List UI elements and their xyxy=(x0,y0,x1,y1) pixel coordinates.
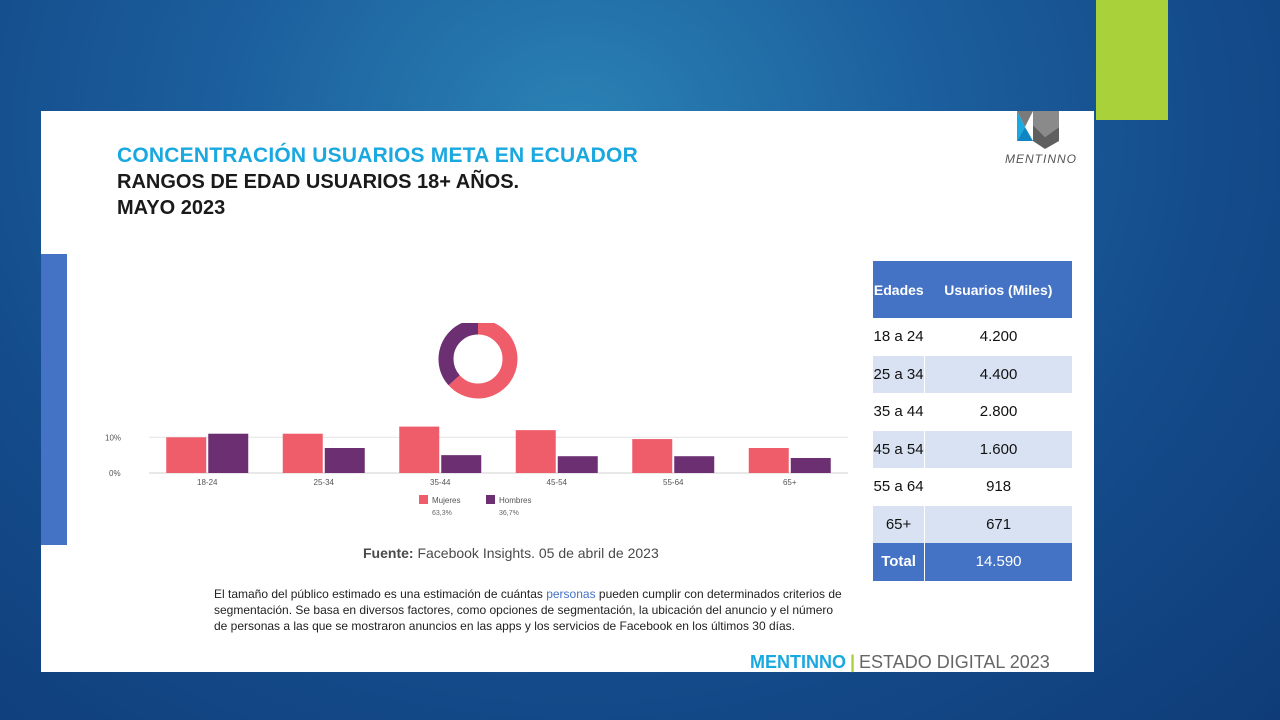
bar-hombres xyxy=(208,433,249,473)
bar-mujeres xyxy=(166,437,207,473)
header-edades: Edades xyxy=(873,261,925,318)
ytick-label: 10% xyxy=(105,433,121,442)
xtick-label: 25-34 xyxy=(314,478,335,487)
table-row: 45 a 54 1.600 xyxy=(873,430,1072,468)
description-part2: pueden cumplir con determinados criterio… xyxy=(214,587,842,633)
description-part1: El tamaño del público estimado es una es… xyxy=(214,587,547,601)
footer-brand-name: MENTINNO xyxy=(750,652,846,672)
logo-wordmark: MENTINNO xyxy=(1005,152,1077,166)
slide-date: MAYO 2023 xyxy=(117,197,226,219)
table-row: 35 a 44 2.800 xyxy=(873,393,1072,431)
legend-swatch-hombres xyxy=(486,495,495,504)
header-usuarios: Usuarios (Miles) xyxy=(924,261,1072,318)
footer-separator: | xyxy=(850,652,856,672)
age-cell: 35 a 44 xyxy=(873,393,926,431)
total-value: 14.590 xyxy=(924,543,1072,581)
age-gender-chart: 10% 0% 18-24 25-34 35-44 45-54 55-64 65+ Mujeres… xyxy=(105,323,848,517)
xtick-label: 55-64 xyxy=(663,478,684,487)
slide-title: CONCENTRACIÓN USUARIOS META EN ECUADOR xyxy=(117,144,638,167)
mentinno-logo-icon xyxy=(1017,111,1059,149)
age-cell: 18 a 24 xyxy=(873,318,926,356)
footer-title: ESTADO DIGITAL 2023 xyxy=(859,652,1050,672)
table-row: 55 a 64 918 xyxy=(873,468,1072,506)
left-accent-bar xyxy=(41,254,67,545)
table-row: 18 a 24 4.200 xyxy=(873,318,1072,356)
source-text: Facebook Insights. 05 de abril de 2023 xyxy=(413,545,659,561)
users-table: Edades Usuarios (Miles) 18 a 24 4.200 25 … xyxy=(873,261,1072,581)
age-cell: 55 a 64 xyxy=(873,468,926,506)
xtick-label: 45-54 xyxy=(547,478,568,487)
description-text: El tamaño del público estimado es una es… xyxy=(214,586,844,634)
source-note: Fuente: Facebook Insights. 05 de abril d… xyxy=(363,545,659,561)
users-cell: 4.200 xyxy=(979,328,1018,346)
accent-tab xyxy=(1096,0,1168,120)
slide-subtitle: RANGOS DE EDAD USUARIOS 18+ AÑOS. xyxy=(117,171,520,193)
users-cell: 918 xyxy=(986,478,1012,496)
bar-hombres xyxy=(557,456,598,473)
donut-slice-hombres xyxy=(438,323,518,399)
age-cell: 65+ xyxy=(873,505,926,543)
description-link[interactable]: personas xyxy=(546,587,596,601)
legend-percent: 63,3% xyxy=(432,510,452,517)
age-cell: 25 a 34 xyxy=(873,355,926,393)
bar-hombres xyxy=(324,448,365,473)
legend-label: Hombres xyxy=(499,496,531,505)
table-row: 25 a 34 4.400 xyxy=(873,355,1072,393)
legend-percent: 36,7% xyxy=(499,510,519,517)
bar-hombres xyxy=(790,458,831,473)
bar-hombres xyxy=(674,456,715,473)
total-label: Total xyxy=(873,543,926,581)
bar-mujeres xyxy=(282,433,323,473)
bar-mujeres xyxy=(632,439,673,473)
xtick-label: 35-44 xyxy=(430,478,451,487)
users-cell: 1.600 xyxy=(924,430,1072,468)
ytick-label: 0% xyxy=(109,469,121,478)
xtick-label: 65+ xyxy=(783,478,797,487)
bar-mujeres xyxy=(515,430,556,473)
table-total-row: Total 14.590 xyxy=(873,543,1072,581)
footer-brand: MENTINNO | ESTADO DIGITAL 2023 xyxy=(750,652,1050,673)
bar-mujeres xyxy=(399,426,440,473)
legend-swatch-mujeres xyxy=(419,495,428,504)
users-cell: 2.800 xyxy=(979,403,1018,421)
source-label: Fuente: xyxy=(363,545,414,561)
slide: CONCENTRACIÓN USUARIOS META EN ECUADOR R… xyxy=(41,111,1094,672)
table-row: 65+ 671 xyxy=(873,505,1072,543)
bar-mujeres xyxy=(748,448,789,473)
legend-label: Mujeres xyxy=(432,496,460,505)
xtick-label: 18-24 xyxy=(197,478,218,487)
bar-hombres xyxy=(441,455,482,473)
users-cell: 4.400 xyxy=(924,355,1072,393)
age-cell: 45 a 54 xyxy=(873,430,926,468)
users-cell: 671 xyxy=(924,505,1072,543)
